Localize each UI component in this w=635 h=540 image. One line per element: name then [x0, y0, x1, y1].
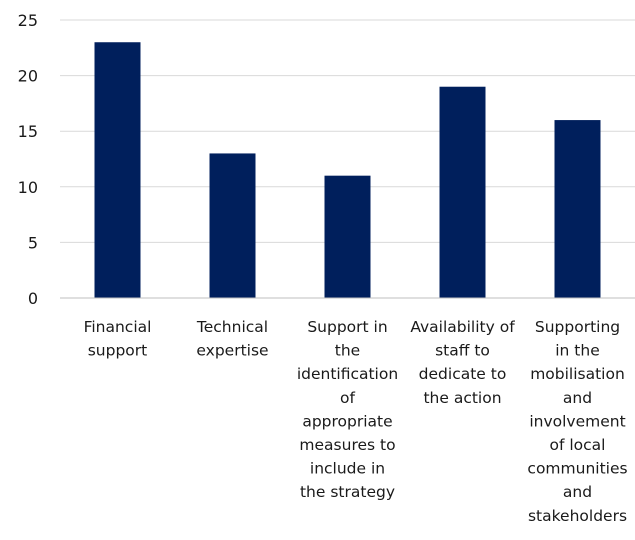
x-category-label-line: Support in [307, 318, 387, 336]
bar [439, 86, 486, 298]
x-category-label-line: and [563, 389, 592, 407]
x-category-label-line: of [340, 389, 355, 407]
x-category-label-line: measures to [299, 436, 395, 454]
x-category-label-line: staff to [435, 342, 490, 360]
x-category-label: Availability of staff to dedicate to the ac… [410, 318, 515, 407]
y-axis-ticks: 0 5 10 15 20 25 [18, 11, 38, 308]
x-category-label-line: appropriate [302, 412, 392, 430]
x-axis-category-labels: Financial support Technical expertise Suppor… [84, 318, 628, 525]
x-category-label-line: include in [310, 460, 385, 478]
y-tick-label: 25 [18, 11, 38, 30]
y-tick-label: 5 [28, 233, 38, 252]
x-category-label-line: in the [555, 342, 600, 360]
x-category-label-line: the action [423, 389, 501, 407]
x-category-label-line: stakeholders [528, 507, 627, 525]
x-category-label: Financial support [84, 318, 152, 360]
x-category-label-line: of local [550, 436, 606, 454]
x-category-label-line: communities [527, 460, 627, 478]
bar [554, 120, 601, 298]
x-category-label-line: support [88, 342, 148, 360]
x-category-label: Support in the identification of appropriate… [297, 318, 398, 501]
bar [324, 175, 371, 298]
y-tick-label: 20 [18, 67, 38, 86]
x-category-label-line: mobilisation [530, 365, 625, 383]
x-category-label-line: the [335, 342, 360, 360]
x-category-label: Technical expertise [196, 318, 269, 360]
x-category-label-line: and [563, 483, 592, 501]
x-category-label-line: the strategy [300, 483, 395, 501]
x-category-label-line: Technical [196, 318, 268, 336]
x-category-label-line: Financial [84, 318, 152, 336]
x-category-label: Supporting in the mobilisation and involveme… [527, 318, 627, 525]
x-category-label-line: dedicate to [419, 365, 507, 383]
bar [94, 42, 141, 298]
x-category-label-line: identification [297, 365, 398, 383]
bar [209, 153, 256, 298]
y-tick-label: 0 [28, 289, 38, 308]
x-category-label-line: Supporting [535, 318, 620, 336]
x-category-label-line: expertise [196, 342, 268, 360]
x-category-label-line: involvement [529, 412, 625, 430]
y-tick-label: 15 [18, 122, 38, 141]
y-tick-label: 10 [18, 178, 38, 197]
bars [94, 42, 601, 298]
gridlines [60, 19, 635, 243]
x-category-label-line: Availability of [410, 318, 515, 336]
